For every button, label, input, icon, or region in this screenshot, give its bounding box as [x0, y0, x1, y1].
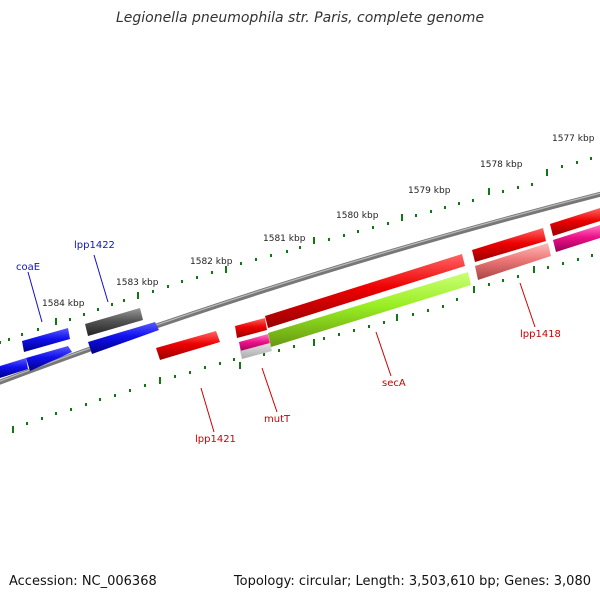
tick-label-1577: 1577 kbp [552, 134, 595, 144]
leader-lpp1422 [93, 254, 109, 303]
gene-lpp1421[interactable] [156, 331, 220, 360]
outer-tick-row [0, 157, 592, 344]
leader-lpp1418 [519, 282, 536, 328]
tick-label-1578: 1578 kbp [480, 160, 523, 170]
leader-lpp1421 [200, 387, 215, 433]
leader-coaE [27, 271, 43, 323]
gene-label-lpp1421: lpp1421 [195, 434, 236, 445]
gene-red-upper-c[interactable] [472, 228, 546, 262]
gene-label-secA: secA [382, 378, 406, 389]
gene-secA[interactable] [268, 272, 471, 347]
accession-text: Accession: NC_006368 [9, 574, 157, 589]
gene-label-lpp1418: lpp1418 [520, 329, 561, 340]
gene-blue-lower-mid[interactable] [26, 346, 72, 371]
leader-secA [375, 331, 392, 377]
inner-tick-row [12, 254, 593, 433]
gene-coaE[interactable] [22, 328, 70, 352]
gene-red-upper-b[interactable] [265, 254, 465, 328]
gene-blue-lower[interactable] [88, 322, 159, 354]
gene-blue-lower-left[interactable] [0, 358, 28, 378]
topology-text: Topology: circular; Length: 3,503,610 bp… [233, 574, 591, 589]
gene-lpp1422[interactable] [85, 308, 143, 336]
gene-label-lpp1422: lpp1422 [74, 240, 115, 251]
tick-label-1579: 1579 kbp [408, 186, 451, 196]
gene-mutT-shadow [240, 343, 272, 359]
gene-label-coaE: coaE [16, 262, 40, 273]
gene-red-upper-a[interactable] [235, 318, 267, 338]
tick-label-1583: 1583 kbp [116, 278, 159, 288]
genome-title: Legionella pneumophila str. Paris, compl… [115, 10, 485, 26]
tick-label-1580: 1580 kbp [336, 211, 379, 221]
gene-mutT[interactable] [239, 334, 270, 352]
genome-backbone-highlight [0, 192, 600, 382]
gene-pink-right[interactable] [553, 225, 600, 252]
gene-label-mutT: mutT [264, 414, 291, 425]
tick-label-1584: 1584 kbp [42, 299, 85, 309]
genome-backbone [0, 191, 600, 385]
tick-label-1582: 1582 kbp [190, 257, 233, 267]
tick-label-1581: 1581 kbp [263, 234, 306, 244]
gene-red-upper-d[interactable] [550, 208, 600, 236]
gene-lpp1418[interactable] [475, 243, 551, 280]
leader-mutT [261, 367, 278, 413]
